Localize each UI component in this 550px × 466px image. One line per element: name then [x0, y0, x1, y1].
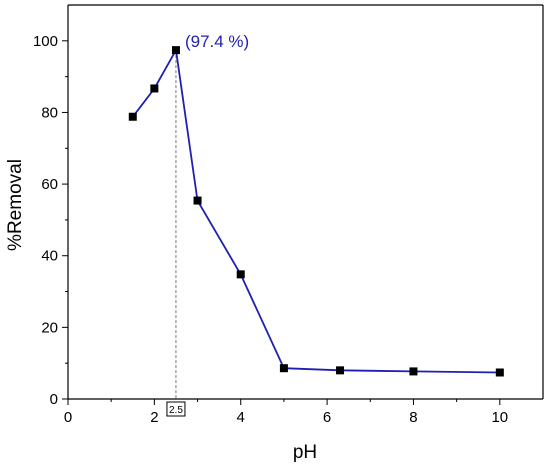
axes-layer	[62, 4, 544, 405]
data-point	[279, 364, 288, 373]
y-axis-title: %Removal	[5, 159, 26, 251]
y-tick-label: 100	[33, 33, 58, 50]
reference-value-box	[166, 401, 186, 417]
data-point	[495, 368, 504, 377]
x-tick-label: 2	[150, 409, 158, 426]
x-tick-label: 4	[237, 409, 245, 426]
x-tick-label: 8	[409, 409, 417, 426]
series-line-layer	[132, 47, 500, 399]
data-point	[409, 367, 418, 376]
data-point	[236, 270, 245, 279]
y-tick-label: 60	[41, 176, 58, 193]
peak-annotation: (97.4 %)	[185, 32, 249, 51]
reference-value-label: 2.5	[169, 405, 183, 416]
data-point	[336, 366, 345, 375]
y-tick-label: 80	[41, 104, 58, 121]
y-tick-label: 0	[50, 391, 58, 408]
data-point	[171, 46, 180, 55]
data-point	[128, 112, 137, 121]
x-axis-title: pH	[293, 442, 317, 463]
data-point	[193, 196, 202, 205]
series-marker-layer	[128, 46, 504, 377]
series-line	[132, 47, 500, 374]
y-tick-label: 20	[41, 319, 58, 336]
data-point	[150, 84, 159, 93]
x-tick-label: 0	[64, 409, 72, 426]
x-tick-label: 10	[491, 409, 508, 426]
y-tick-label: 40	[41, 248, 58, 265]
x-tick-label: 6	[323, 409, 331, 426]
